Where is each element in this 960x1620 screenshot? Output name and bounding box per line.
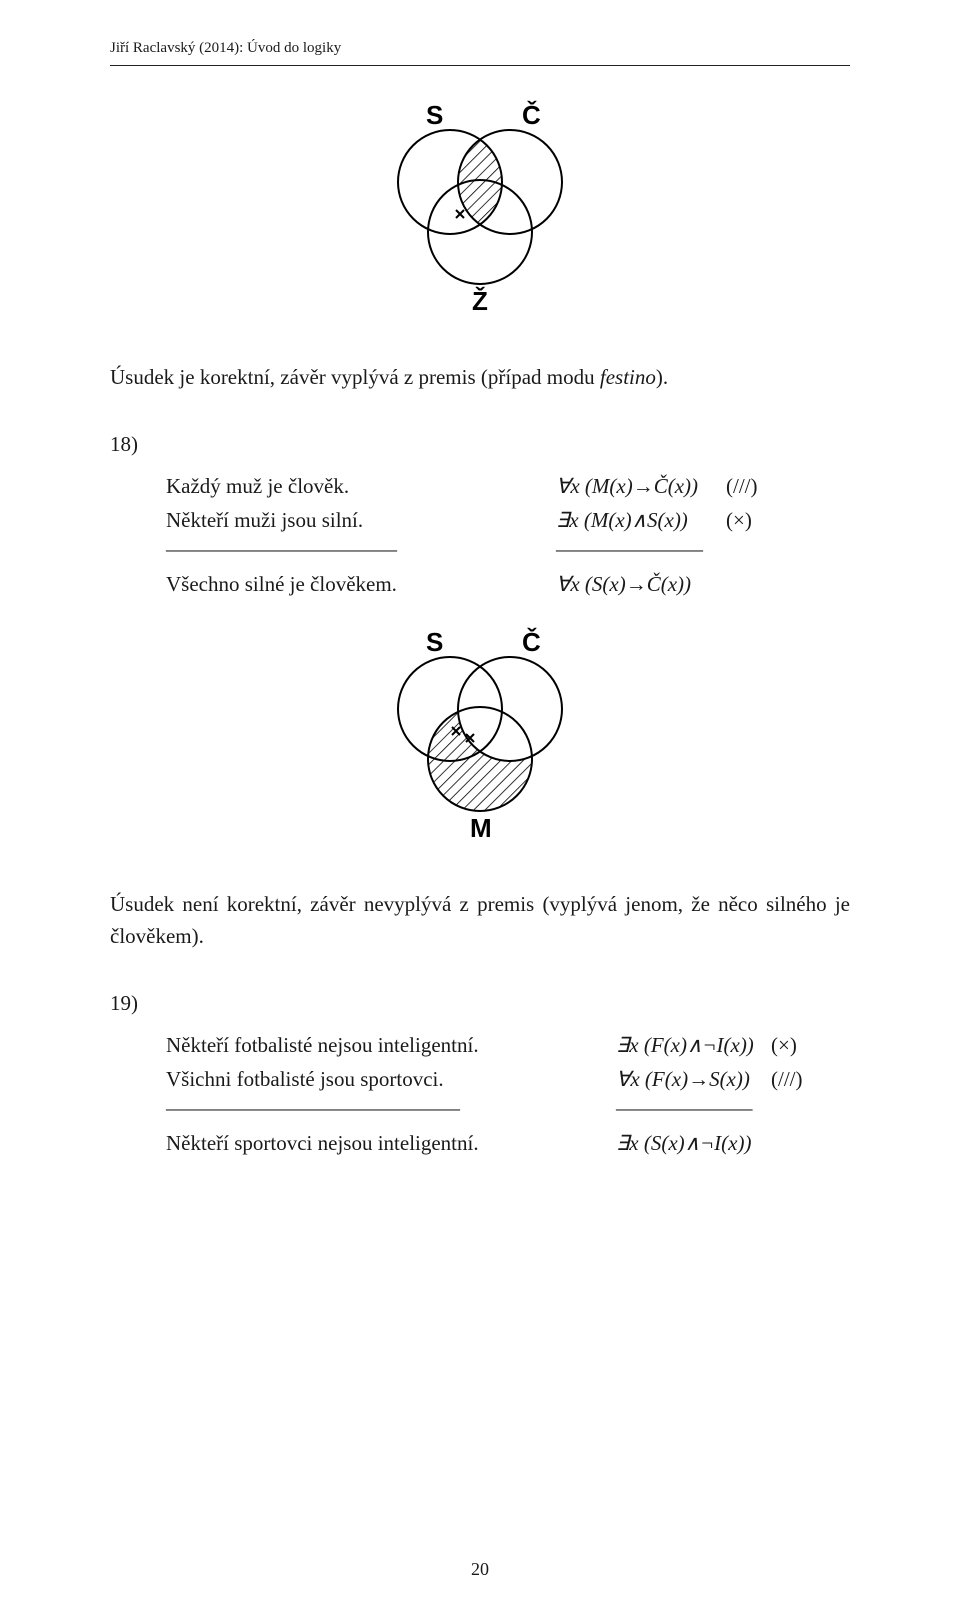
venn-diagram-1: S Č Ž: [110, 92, 850, 327]
ex18-conc-text: Všechno silné je člověkem.: [166, 567, 397, 602]
ex18-conclusion: Všechno silné je člověkem. ∀x (S(x)→Č(x)…: [166, 567, 850, 601]
ex19-number: 19): [110, 991, 850, 1016]
venn-svg-2: S Č M: [370, 619, 590, 849]
ex19-rule-left: ––––––––––––––––––––––––––––: [166, 1096, 460, 1121]
cross-marker-1: [456, 210, 464, 218]
ex18-row-2: Někteří muži jsou silní. ∃x (M(x)∧S(x)) …: [166, 503, 850, 537]
ex19-formula-1: ∃x (F(x)∧¬I(x)): [616, 1028, 754, 1063]
text-below-venn2: Úsudek není korektní, závěr nevyplývá z …: [110, 888, 850, 953]
ex18-mark-1: (///): [726, 469, 758, 504]
ex19-text-1: Někteří fotbalisté nejsou inteligentní.: [166, 1028, 479, 1063]
ex18-conc-formula: ∀x (S(x)→Č(x)): [556, 567, 691, 602]
header-rule: [110, 65, 850, 66]
ex18-rule: –––––––––––––––––––––– ––––––––––––––: [166, 537, 850, 567]
ex19-conclusion: Někteří sportovci nejsou inteligentní. ∃…: [166, 1126, 850, 1160]
ex18-text-1: Každý muž je člověk.: [166, 469, 349, 504]
text-festino-pre: Úsudek je korektní, závěr vyplývá z prem…: [110, 365, 600, 389]
ex19-text-2: Všichni fotbalisté jsou sportovci.: [166, 1062, 444, 1097]
ex18-formula-1: ∀x (M(x)→Č(x)): [556, 469, 698, 504]
ex18-rule-right: ––––––––––––––: [556, 537, 703, 562]
page: Jiří Raclavský (2014): Úvod do logiky: [0, 0, 960, 1620]
ex18-row-1: Každý muž je člověk. ∀x (M(x)→Č(x)) (///…: [166, 469, 850, 503]
venn2-label-m: M: [470, 813, 492, 843]
ex19-row-1: Někteří fotbalisté nejsou inteligentní. …: [166, 1028, 850, 1062]
ex19-conc-formula: ∃x (S(x)∧¬I(x)): [616, 1126, 751, 1161]
ex18-text-2: Někteří muži jsou silní.: [166, 503, 363, 538]
venn-svg-1: S Č Ž: [370, 92, 590, 322]
page-number: 20: [0, 1559, 960, 1580]
ex19-rule: –––––––––––––––––––––––––––– –––––––––––…: [166, 1096, 850, 1126]
text-below-venn1: Úsudek je korektní, závěr vyplývá z prem…: [110, 361, 850, 394]
ex19-row-2: Všichni fotbalisté jsou sportovci. ∀x (F…: [166, 1062, 850, 1096]
venn1-label-z: Ž: [472, 286, 488, 316]
ex18-rule-left: ––––––––––––––––––––––: [166, 537, 397, 562]
text-festino-italic: festino: [600, 365, 656, 389]
ex18-block: Každý muž je člověk. ∀x (M(x)→Č(x)) (///…: [166, 469, 850, 601]
ex19-mark-1: (×): [771, 1028, 797, 1063]
running-head: Jiří Raclavský (2014): Úvod do logiky: [110, 40, 850, 57]
venn1-label-c: Č: [522, 100, 541, 130]
venn-diagram-2: S Č M: [110, 619, 850, 854]
venn2-label-s: S: [426, 627, 443, 657]
ex19-mark-2: (///): [771, 1062, 803, 1097]
ex18-formula-2: ∃x (M(x)∧S(x)): [556, 503, 688, 538]
ex18-mark-2: (×): [726, 503, 752, 538]
ex19-rule-right: –––––––––––––: [616, 1096, 753, 1121]
ex19-formula-2: ∀x (F(x)→S(x)): [616, 1062, 750, 1097]
venn1-label-s: S: [426, 100, 443, 130]
text-festino-post: ).: [656, 365, 668, 389]
ex18-number: 18): [110, 432, 850, 457]
venn2-label-c: Č: [522, 627, 541, 657]
ex19-block: Někteří fotbalisté nejsou inteligentní. …: [166, 1028, 850, 1160]
ex19-conc-text: Někteří sportovci nejsou inteligentní.: [166, 1126, 479, 1161]
